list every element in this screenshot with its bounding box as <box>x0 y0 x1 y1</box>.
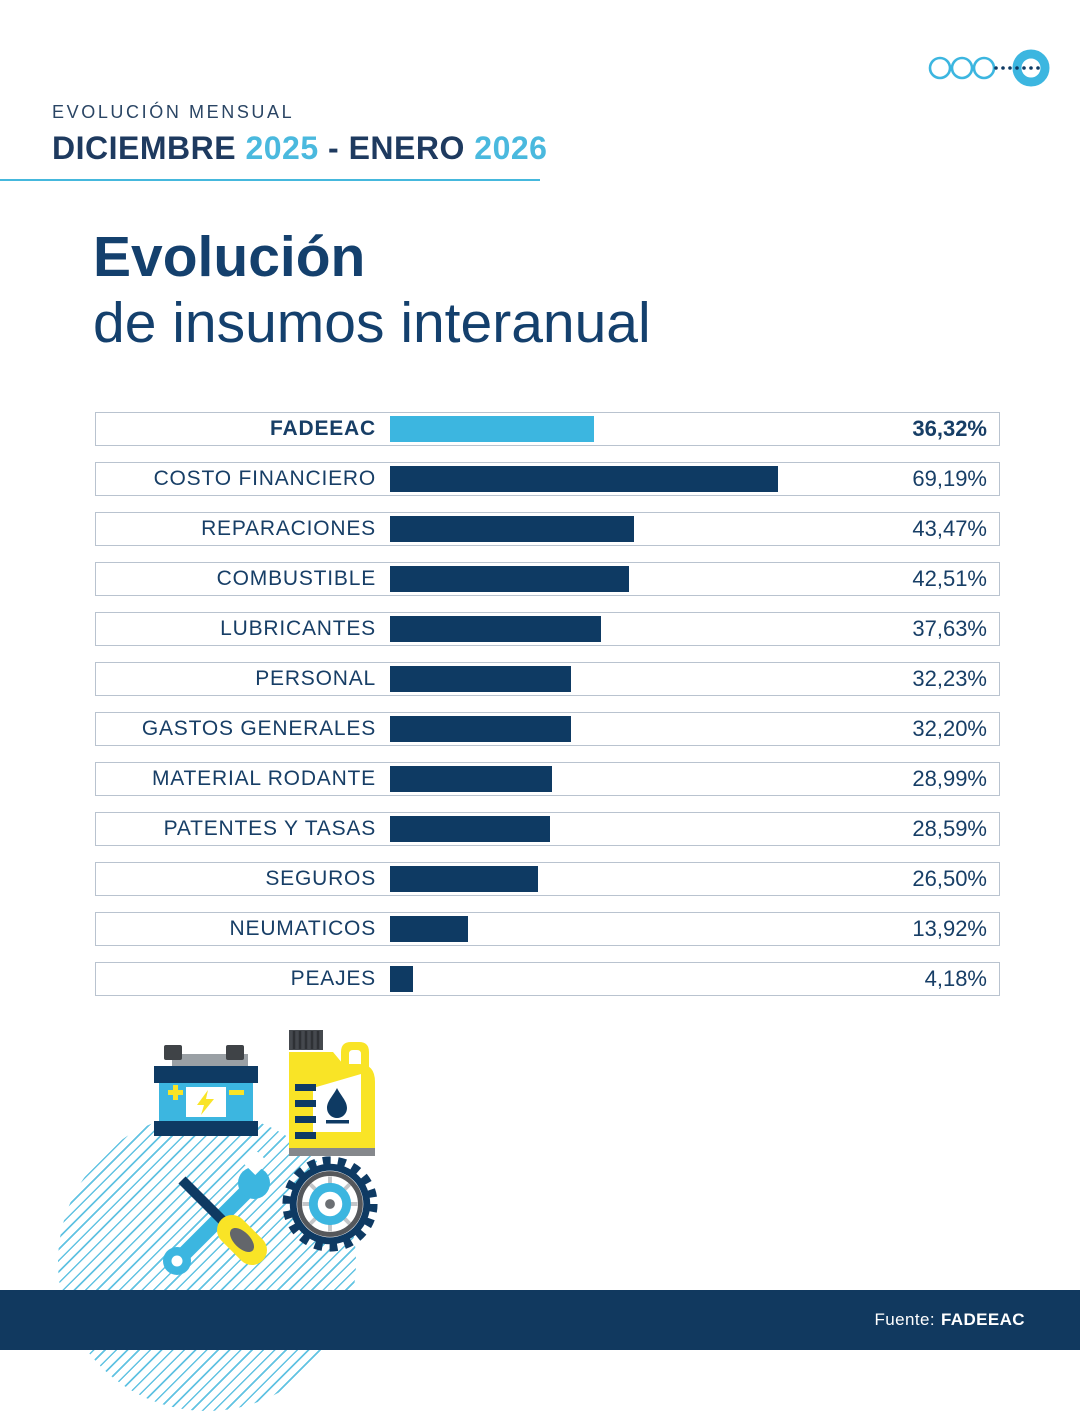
bar-track <box>390 416 869 442</box>
bar <box>390 466 778 492</box>
header: EVOLUCIÓN MENSUAL DICIEMBRE 2025 - ENERO… <box>52 102 547 167</box>
page-title: Evolución de insumos interanual <box>93 224 651 356</box>
chart-row: COSTO FINANCIERO 69,19% <box>95 462 1000 496</box>
bar-track <box>390 666 869 692</box>
bar <box>390 966 414 992</box>
bar-label: COSTO FINANCIERO <box>153 467 376 490</box>
bar-label: PEAJES <box>290 967 376 990</box>
bar-track <box>390 516 869 542</box>
source-label: Fuente: <box>874 1310 935 1329</box>
chart-row: PERSONAL 32,23% <box>95 662 1000 696</box>
bar-track <box>390 616 869 642</box>
bar-chart: FADEEAC 36,32% COSTO FINANCIERO 69,19% R… <box>95 412 1000 1012</box>
chart-row: LUBRICANTES 37,63% <box>95 612 1000 646</box>
period-year: 2025 <box>245 130 319 166</box>
tire-icon <box>282 1156 378 1252</box>
chart-row: PATENTES Y TASAS 28,59% <box>95 812 1000 846</box>
period-month: - ENERO <box>318 130 475 166</box>
bar-value: 43,47% <box>912 516 987 541</box>
bar-label: PERSONAL <box>255 667 376 690</box>
bar-track <box>390 916 869 942</box>
bar-label: SEGUROS <box>265 867 376 890</box>
bar-label: NEUMATICOS <box>229 917 376 940</box>
bar <box>390 766 553 792</box>
chart-row: COMBUSTIBLE 42,51% <box>95 562 1000 596</box>
period-month: DICIEMBRE <box>52 130 246 166</box>
bar-track <box>390 766 869 792</box>
bar-label: PATENTES Y TASAS <box>163 817 376 840</box>
bar-label: FADEEAC <box>270 417 376 440</box>
bar-label: LUBRICANTES <box>220 617 376 640</box>
bar <box>390 866 539 892</box>
bar-value: 28,59% <box>912 816 987 841</box>
chart-row: NEUMATICOS 13,92% <box>95 912 1000 946</box>
bar-value: 37,63% <box>912 616 987 641</box>
bar-value: 32,20% <box>912 716 987 741</box>
chart-row: PEAJES 4,18% <box>95 962 1000 996</box>
bar-track <box>390 716 869 742</box>
header-kicker: EVOLUCIÓN MENSUAL <box>52 102 295 122</box>
bar-value: 26,50% <box>912 866 987 891</box>
bar-label: MATERIAL RODANTE <box>152 767 376 790</box>
bar <box>390 616 602 642</box>
footer: Fuente: FADEEAC <box>0 1290 1080 1350</box>
title-line1: Evolución <box>93 225 366 289</box>
bar-value: 69,19% <box>912 466 987 491</box>
bar-value: 36,32% <box>912 416 987 441</box>
tools-icon <box>163 1152 270 1275</box>
source-value: FADEEAC <box>940 1310 1025 1329</box>
bar-value: 42,51% <box>912 566 987 591</box>
bar-label: REPARACIONES <box>201 517 376 540</box>
period-year: 2026 <box>474 130 548 166</box>
chart-row: REPARACIONES 43,47% <box>95 512 1000 546</box>
oil-can-icon <box>289 1030 375 1156</box>
chart-row: MATERIAL RODANTE 28,99% <box>95 762 1000 796</box>
logo-circle <box>972 56 996 80</box>
bar-track <box>390 466 869 492</box>
bar-track <box>390 866 869 892</box>
title-line2: de insumos interanual <box>93 291 651 356</box>
bar-value: 4,18% <box>924 966 987 991</box>
logo-circle <box>950 56 974 80</box>
bar <box>390 816 551 842</box>
fadeeac-logo <box>928 49 1050 87</box>
logo-circle <box>928 56 952 80</box>
bar <box>390 716 571 742</box>
chart-row: FADEEAC 36,32% <box>95 412 1000 446</box>
bar-value: 13,92% <box>912 916 987 941</box>
bar-track <box>390 566 869 592</box>
bar-value: 32,23% <box>912 666 987 691</box>
bar-value: 28,99% <box>912 766 987 791</box>
bar <box>390 666 571 692</box>
bar-track <box>390 816 869 842</box>
bar <box>390 516 634 542</box>
bar-track <box>390 966 869 992</box>
bar <box>390 416 594 442</box>
bar <box>390 566 629 592</box>
logo-dots <box>994 66 1040 70</box>
chart-row: SEGUROS 26,50% <box>95 862 1000 896</box>
bar-label: COMBUSTIBLE <box>216 567 376 590</box>
header-period: DICIEMBRE 2025 - ENERO 2026 <box>52 130 547 167</box>
header-underline <box>0 179 540 181</box>
battery-icon <box>154 1045 258 1136</box>
bar-label: GASTOS GENERALES <box>141 717 376 740</box>
bar <box>390 916 469 942</box>
chart-row: GASTOS GENERALES 32,20% <box>95 712 1000 746</box>
